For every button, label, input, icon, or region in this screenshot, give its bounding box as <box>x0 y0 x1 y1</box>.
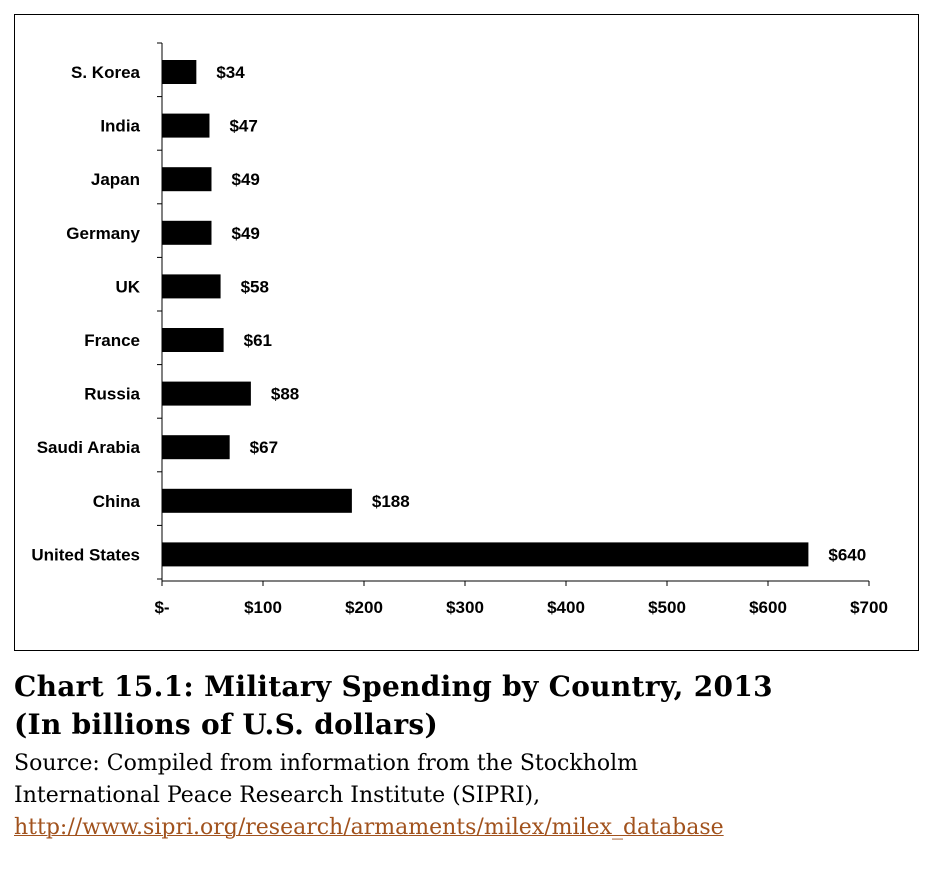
caption-source: Source: Compiled from information from t… <box>14 748 929 812</box>
data-label: $58 <box>241 277 269 296</box>
chart-frame: $- $100 $200 $300 $400 $500 $600 $700 S. Korea $3… <box>14 14 919 651</box>
bar <box>162 435 230 460</box>
data-label: $49 <box>231 224 259 243</box>
bar <box>162 328 224 352</box>
category-label: India <box>100 117 140 136</box>
data-label: $47 <box>229 117 257 136</box>
data-label: $49 <box>231 170 259 189</box>
data-label: $640 <box>828 545 866 564</box>
figure-caption: Chart 15.1: Military Spending by Country… <box>14 668 929 844</box>
bar <box>162 113 210 138</box>
bar-chart: $- $100 $200 $300 $400 $500 $600 $700 S. Korea $3… <box>31 42 888 617</box>
bar <box>162 381 251 406</box>
x-tick-label: $300 <box>446 598 484 617</box>
data-label: $61 <box>244 331 272 350</box>
caption-title-line-1: Chart 15.1: Military Spending by Country… <box>14 670 773 703</box>
source-link[interactable]: http://www.sipri.org/research/armaments/… <box>14 815 724 840</box>
bar <box>162 274 221 299</box>
data-label: $34 <box>216 63 245 82</box>
bar <box>162 220 212 245</box>
category-label: Japan <box>91 170 140 189</box>
category-label: United States <box>31 545 140 564</box>
category-label: Germany <box>66 224 140 243</box>
category-label: Saudi Arabia <box>37 438 141 457</box>
category-label: Russia <box>84 385 140 404</box>
category-label: UK <box>115 277 140 296</box>
caption-source-line-1: Source: Compiled from information from t… <box>14 751 638 776</box>
x-tick-label: $100 <box>244 598 282 617</box>
caption-title-line-2: (In billions of U.S. dollars) <box>14 708 439 741</box>
x-tick-label: $400 <box>547 598 585 617</box>
category-label: S. Korea <box>71 63 141 82</box>
x-tick-label: $500 <box>648 598 686 617</box>
bar <box>162 488 352 513</box>
category-label: France <box>84 331 140 350</box>
bar <box>162 167 212 192</box>
bar <box>162 542 809 567</box>
caption-source-line-2: International Peace Research Institute (… <box>14 783 541 808</box>
data-label: $67 <box>250 438 278 457</box>
data-label: $188 <box>372 492 410 511</box>
x-tick-label: $600 <box>749 598 787 617</box>
category-label: China <box>93 492 141 511</box>
bar <box>162 60 197 84</box>
x-tick-label: $200 <box>345 598 383 617</box>
caption-title: Chart 15.1: Military Spending by Country… <box>14 668 929 744</box>
data-label: $88 <box>271 385 299 404</box>
x-tick-label: $- <box>154 598 169 617</box>
x-tick-label: $700 <box>850 598 888 617</box>
